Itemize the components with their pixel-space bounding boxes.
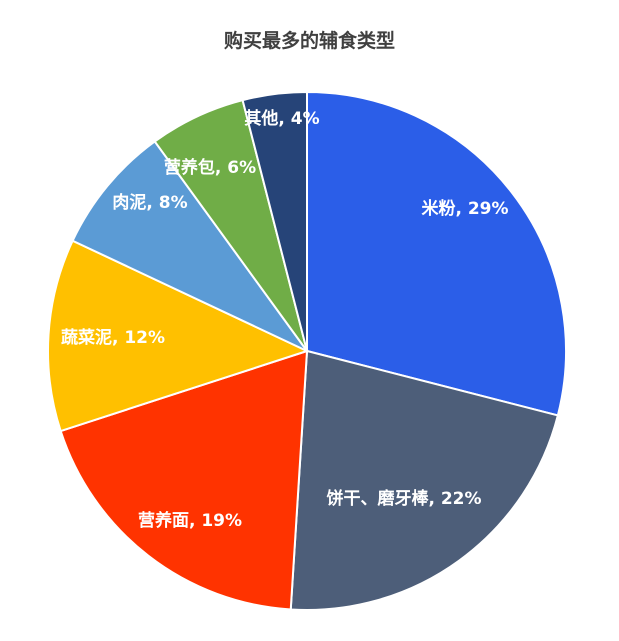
slice-label-5: 营养包, 6% [164,157,256,178]
slice-label-6: 其他, 4% [244,108,319,129]
chart-title: 购买最多的辅食类型 [223,30,395,52]
pie-slice-6 [241,90,308,352]
pie-slice-1 [289,349,560,611]
slice-label-0: 米粉, 29% [421,198,508,219]
pie-slice-3 [47,239,310,433]
pie-slice-0 [306,90,567,417]
slice-label-2: 营养面, 19% [138,510,242,531]
pie-slice-4 [71,140,308,352]
pie-slice-2 [59,349,309,611]
slice-label-4: 肉泥, 8% [112,192,187,213]
slice-label-3: 蔬菜泥, 12% [61,327,165,348]
slice-label-1: 饼干、磨牙棒, 22% [326,488,481,509]
